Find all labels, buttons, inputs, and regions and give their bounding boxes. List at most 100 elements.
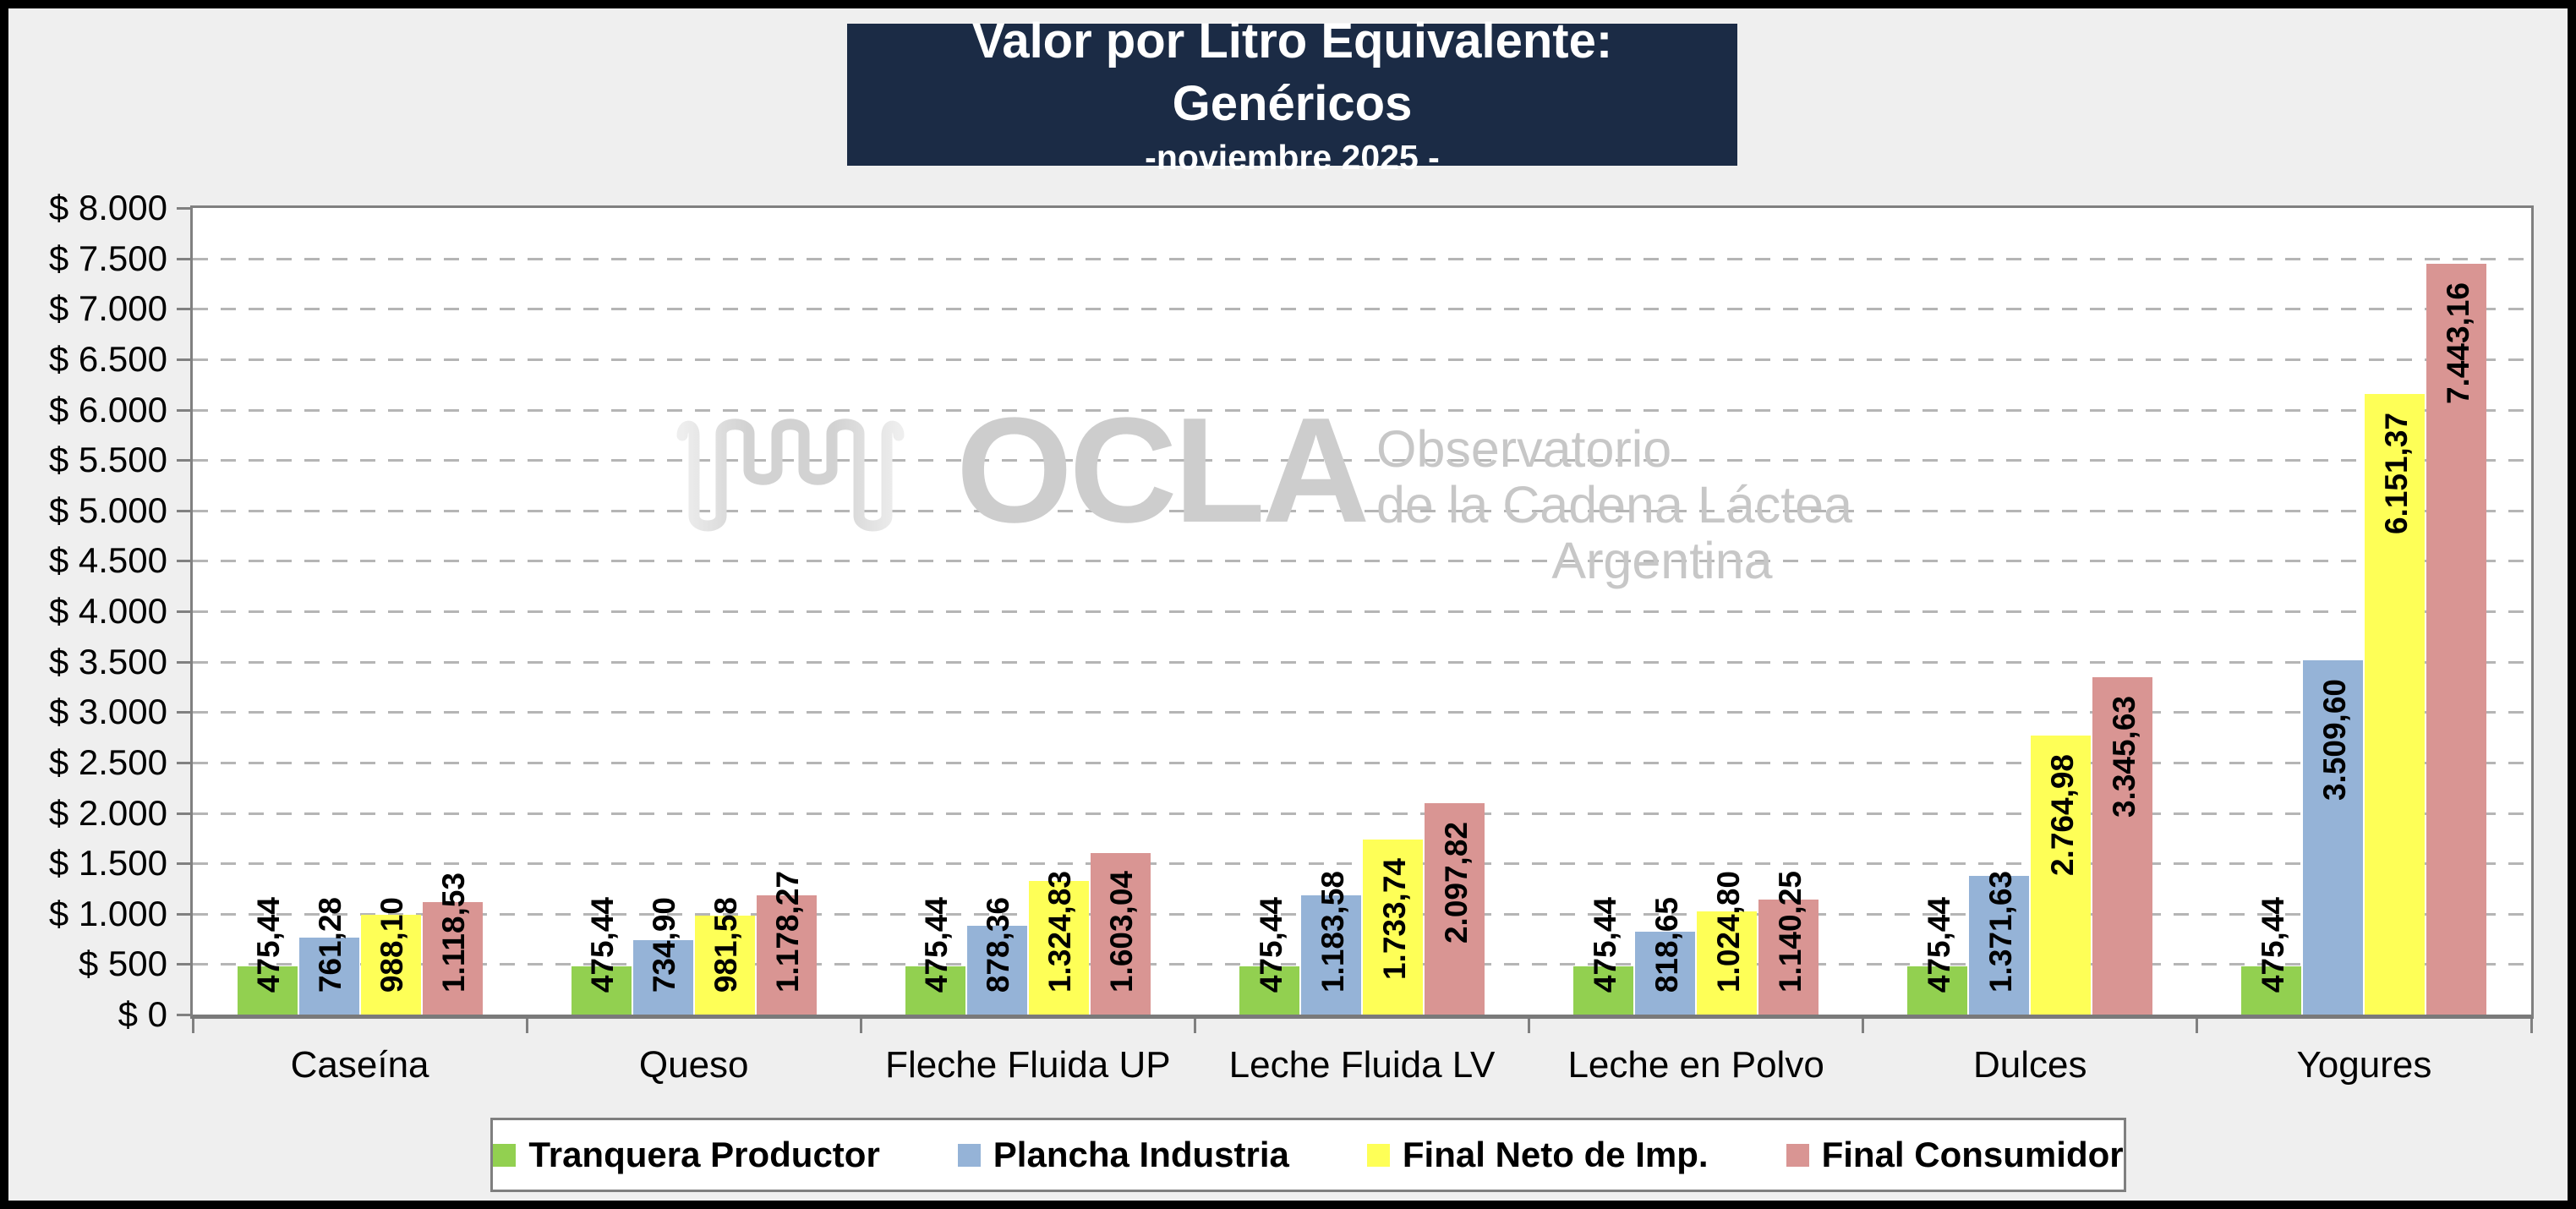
bar-tranquera-productor bbox=[1573, 966, 1634, 1015]
value-label: 6.151,37 bbox=[2378, 413, 2414, 535]
bar-final-neto-de-imp- bbox=[360, 915, 421, 1015]
y-axis-label: $ 0 bbox=[118, 994, 167, 1034]
value-label: 475,44 bbox=[2255, 897, 2290, 993]
bar-final-consumidor bbox=[756, 895, 817, 1015]
chart-subtitle: -noviembre 2025 - bbox=[1145, 138, 1440, 177]
y-axis-label: $ 4.500 bbox=[48, 540, 167, 581]
value-label: 981,58 bbox=[708, 897, 744, 993]
legend-item: Final Neto de Imp. bbox=[1366, 1135, 1709, 1175]
gridline bbox=[193, 509, 2531, 512]
value-label: 3.509,60 bbox=[2316, 679, 2352, 801]
y-axis-label: $ 3.000 bbox=[48, 692, 167, 732]
y-axis-tick bbox=[177, 812, 193, 815]
value-label: 475,44 bbox=[585, 897, 621, 993]
x-axis-tick bbox=[2196, 1019, 2199, 1033]
value-label: 2.764,98 bbox=[2044, 754, 2080, 877]
value-label: 1.603,04 bbox=[1104, 871, 1140, 993]
bar-final-consumidor bbox=[422, 901, 483, 1015]
value-label: 1.324,83 bbox=[1042, 871, 1078, 993]
bar-final-neto-de-imp- bbox=[1363, 840, 1423, 1015]
bar-tranquera-productor bbox=[1239, 966, 1299, 1015]
gridline bbox=[193, 761, 2531, 764]
value-label: 878,36 bbox=[981, 897, 1016, 993]
y-axis-label: $ 3.500 bbox=[48, 641, 167, 681]
gridline bbox=[193, 912, 2531, 916]
value-label: 734,90 bbox=[647, 897, 682, 993]
bar-final-consumidor bbox=[1425, 802, 1485, 1015]
category-label: Caseína bbox=[290, 1044, 429, 1086]
value-label: 1.371,63 bbox=[1983, 871, 2018, 993]
value-label: 475,44 bbox=[1587, 897, 1622, 993]
legend-item: Final Consumidor bbox=[1786, 1135, 2124, 1175]
y-axis-tick bbox=[177, 1014, 193, 1016]
y-axis-tick bbox=[177, 459, 193, 462]
category-label: Leche Fluida LV bbox=[1228, 1044, 1496, 1086]
y-axis-tick bbox=[177, 560, 193, 563]
y-axis-tick bbox=[177, 358, 193, 361]
bar-plancha-industria bbox=[632, 940, 693, 1015]
legend-swatch-icon bbox=[493, 1143, 517, 1167]
value-label: 1.118,53 bbox=[436, 873, 472, 993]
value-label: 988,10 bbox=[375, 897, 410, 993]
value-label: 475,44 bbox=[1253, 897, 1288, 993]
legend: Tranquera Productor Plancha Industria Fina… bbox=[490, 1118, 2126, 1192]
gridline bbox=[193, 408, 2531, 412]
gridline bbox=[193, 862, 2531, 866]
y-axis-label: $ 8.000 bbox=[48, 188, 167, 227]
watermark-line-1: Observatorio bbox=[1376, 420, 1672, 478]
x-axis-tick bbox=[859, 1019, 862, 1033]
legend-label: Final Consumidor bbox=[1821, 1135, 2124, 1174]
x-axis-tick bbox=[1862, 1019, 1865, 1033]
y-axis-tick bbox=[177, 660, 193, 664]
y-axis-label: $ 7.500 bbox=[48, 238, 167, 278]
y-axis-tick bbox=[177, 408, 193, 412]
legend-swatch-icon bbox=[1366, 1143, 1390, 1167]
x-axis-tick bbox=[191, 1019, 194, 1033]
y-axis-tick bbox=[177, 912, 193, 916]
y-axis-label: $ 500 bbox=[78, 944, 167, 984]
y-axis-tick bbox=[177, 711, 193, 714]
y-axis-label: $ 7.000 bbox=[48, 288, 167, 329]
y-axis-tick bbox=[177, 862, 193, 866]
plot-area: OCLA Observatorio de la Cadena Láctea Ar… bbox=[49, 188, 2534, 1086]
value-label: 1.178,27 bbox=[770, 871, 806, 993]
category-label: Yogures bbox=[2296, 1044, 2432, 1086]
gridline bbox=[193, 560, 2531, 563]
x-axis-tick bbox=[1528, 1019, 1531, 1033]
gridline bbox=[193, 963, 2531, 966]
value-label: 2.097,82 bbox=[1438, 821, 1474, 944]
value-label: 818,65 bbox=[1649, 897, 1684, 993]
y-axis-label: $ 6.000 bbox=[48, 389, 167, 429]
bar-final-consumidor bbox=[2426, 264, 2487, 1015]
bar-final-consumidor bbox=[2092, 677, 2153, 1015]
chart-title: Valor por Litro Equivalente: Genéricos bbox=[971, 14, 1613, 131]
bar-tranquera-productor bbox=[905, 966, 965, 1015]
legend-label: Plancha Industria bbox=[993, 1135, 1289, 1174]
gridline bbox=[193, 308, 2531, 311]
value-label: 1.183,58 bbox=[1315, 871, 1350, 993]
y-axis-tick bbox=[177, 308, 193, 311]
bar-final-neto-de-imp- bbox=[1028, 881, 1089, 1015]
gridline bbox=[193, 711, 2531, 714]
value-label: 7.443,16 bbox=[2440, 282, 2475, 405]
y-axis-label: $ 5.500 bbox=[48, 440, 167, 480]
bar-plancha-industria bbox=[966, 926, 1027, 1015]
value-label: 761,28 bbox=[313, 897, 348, 993]
y-axis-tick bbox=[177, 257, 193, 260]
y-axis-tick bbox=[177, 509, 193, 512]
y-axis-tick bbox=[177, 207, 193, 210]
y-axis-label: $ 1.500 bbox=[48, 843, 167, 884]
value-label: 475,44 bbox=[251, 897, 287, 993]
legend-swatch-icon bbox=[1786, 1143, 1809, 1167]
gridline bbox=[193, 358, 2531, 361]
y-axis-label: $ 6.500 bbox=[48, 338, 167, 379]
y-axis-label: $ 1.000 bbox=[48, 893, 167, 933]
y-axis-tick bbox=[177, 761, 193, 764]
value-label: 1.733,74 bbox=[1376, 858, 1412, 981]
gridline bbox=[193, 459, 2531, 462]
chart-title-box: Valor por Litro Equivalente: Genéricos -… bbox=[847, 14, 1737, 177]
ocla-squiggle-icon bbox=[676, 418, 905, 532]
value-label: 1.140,25 bbox=[1772, 871, 1808, 993]
bar-plancha-industria bbox=[1969, 876, 2030, 1015]
